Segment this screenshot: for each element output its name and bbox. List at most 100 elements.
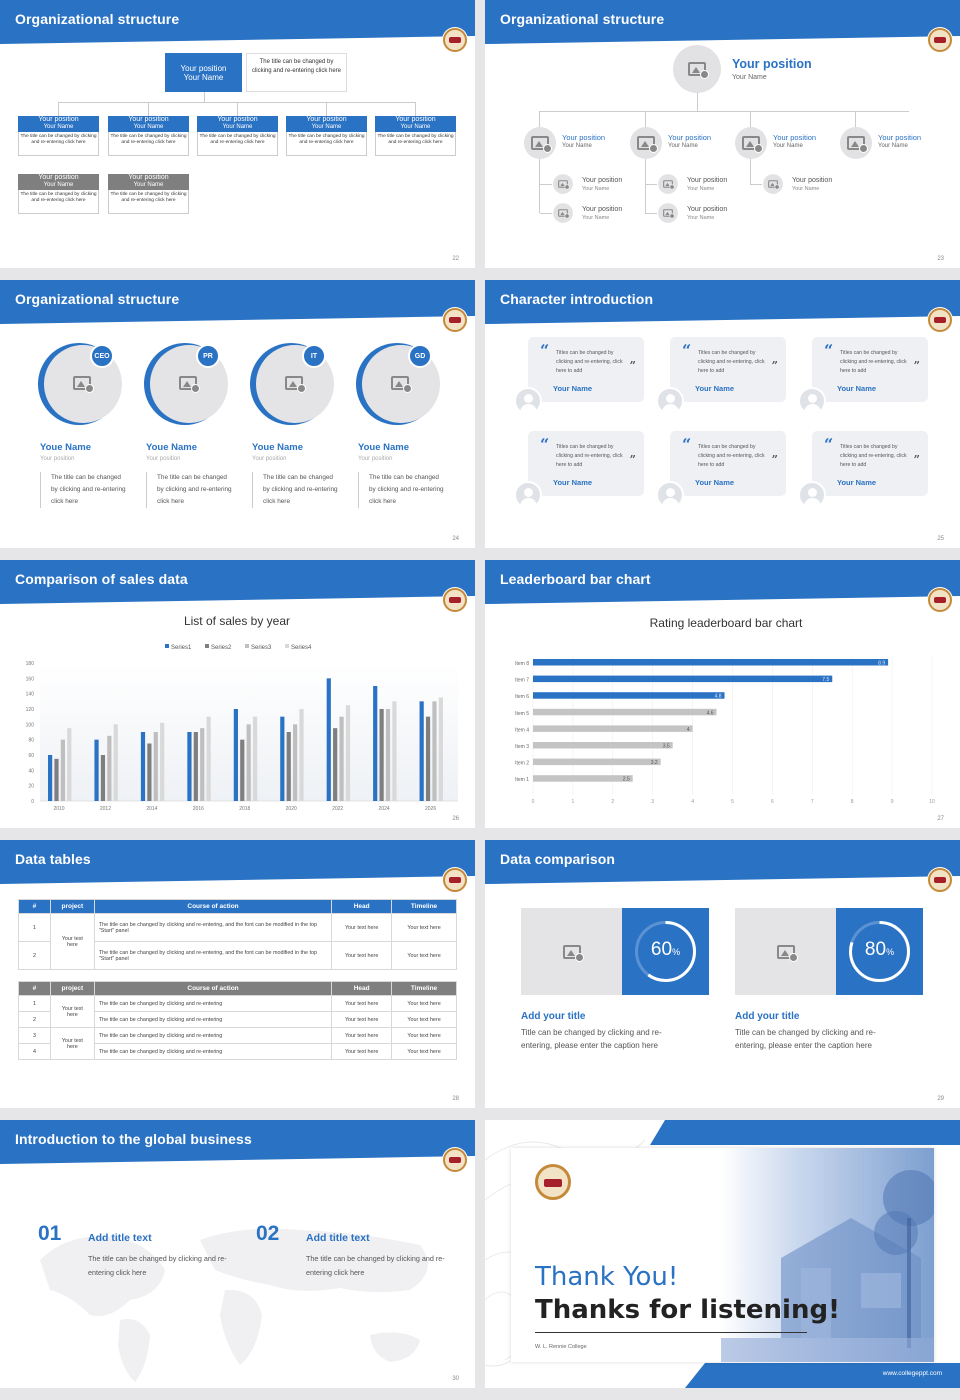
percent-unit: % [672,947,681,957]
progress-arc [849,921,910,982]
slide-27[interactable]: Leaderboard bar chart Rating leaderboard… [485,560,960,828]
org-note: The title can be changed by clicking and… [18,190,99,214]
quote-author: Your Name [695,384,735,393]
photo-placeholder[interactable] [735,908,836,995]
slide-title: Data tables [15,851,91,867]
photo-placeholder[interactable] [391,376,412,393]
col-header: project [49,981,95,996]
close-quote-icon: ” [913,453,920,466]
image-icon [688,62,709,79]
photo-placeholder[interactable] [524,127,556,159]
person-description: The title can be changed by clicking and… [358,472,446,508]
legend-label: Series1 [171,645,192,651]
head-cell: Your text here [331,913,393,942]
x-tick-label: 8 [851,799,854,805]
slide-31-thank-you[interactable]: Thank You! Thanks for listening! W. L. R… [485,1120,960,1388]
action-cell: The title can be changed by clicking and… [93,941,333,970]
quote-author: Your Name [837,478,877,487]
image-icon [768,180,780,190]
photo-placeholder[interactable] [285,376,306,393]
bar [252,716,258,801]
college-logo [443,308,467,332]
photo-placeholder[interactable] [521,908,622,995]
bar [140,732,146,801]
photo-placeholder[interactable] [179,376,200,393]
x-tick-label: 0 [532,799,535,805]
slide-23[interactable]: Organizational structure Your position Y… [485,0,960,268]
item-description: Title can be changed by clicking and re-… [735,1028,876,1050]
top-photo-placeholder[interactable] [673,45,721,93]
col-header: project [49,899,95,914]
close-quote-icon: ” [629,359,636,372]
slide-30[interactable]: Introduction to the global business 01 Ad… [0,1120,475,1388]
photo-placeholder[interactable] [840,127,872,159]
slide-header: Organizational structure [485,0,960,50]
photo-placeholder[interactable] [763,174,783,194]
position-title: Your position [878,133,922,142]
action-cell: The title can be changed by clicking and… [93,913,333,942]
building-illustration [721,1170,934,1362]
image-icon [663,180,675,190]
bar [280,716,285,801]
slide-24[interactable]: Organizational structure CEO Youe Name You… [0,280,475,548]
x-tick-label: 2014 [146,806,157,812]
bar [533,758,661,766]
org-top-name: Your Name [183,73,224,82]
org-box: Your position Your Name The title can be c… [197,116,278,156]
col-header: # [18,981,51,996]
image-icon [179,376,200,393]
quote-text: Titles can be changed by clicking and re… [840,350,907,374]
slide-title: Leaderboard bar chart [500,571,651,587]
slide-28[interactable]: Data tables # project Course of action H… [0,840,475,1108]
person-name: Youe Name [40,442,92,453]
world-map-background [40,1228,428,1382]
org-note: The title can be changed by clicking and… [18,132,99,156]
photo-placeholder[interactable] [658,174,678,194]
photo-placeholder[interactable] [735,127,767,159]
quote-card: “ Titles can be changed by clicking and r… [812,431,928,496]
y-tick-label: 40 [28,768,34,774]
photo-placeholder[interactable] [73,376,94,393]
bar [160,722,165,801]
y-tick-label: 60 [28,753,34,759]
y-tick-label: Item 2 [515,761,529,767]
col-header: Head [331,981,393,996]
bar [153,732,158,801]
photo-placeholder[interactable] [553,174,573,194]
slide-22[interactable]: Organizational structure Your position Y… [0,0,475,268]
website-url[interactable]: www.collegeppt.com [882,1370,942,1377]
percent-panel: 60% [622,908,709,995]
position-title: Your position [687,177,728,184]
action-cell: The title can be changed by clicking and… [93,995,333,1012]
page-number: 28 [452,1096,459,1102]
image-icon [776,944,798,962]
slide-26[interactable]: Comparison of sales data List of sales b… [0,560,475,828]
y-tick-label: Item 5 [515,711,529,717]
org-name: Your Name [400,124,431,130]
photo-placeholder[interactable] [658,203,678,223]
bar [339,716,344,801]
page-number: 30 [452,1376,459,1382]
bar [113,724,118,801]
close-quote-icon: ” [629,453,636,466]
open-quote-icon: “ [682,435,692,454]
photo-placeholder[interactable] [553,203,573,223]
close-quote-icon: ” [771,359,778,372]
college-logo [928,588,952,612]
org-box: Your position Your Name The title can be c… [108,116,189,156]
college-logo [928,868,952,892]
slide-25[interactable]: Character introduction “ Titles can be ch… [485,280,960,548]
action-cell: The title can be changed by clicking and… [93,1027,333,1044]
item-number: 01 [38,1222,62,1245]
photo-placeholder[interactable] [630,127,662,159]
progress-ring [849,921,910,982]
bar [419,701,424,801]
x-tick-label: 2012 [100,806,111,812]
avatar-icon [798,481,826,509]
college-logo [443,28,467,52]
slide-29[interactable]: Data comparison 60% Add your title Title c… [485,840,960,1108]
slide-title: Character introduction [500,291,654,307]
row-number: 1 [18,995,51,1012]
org-box: Your position Your Name The title can be c… [375,116,456,156]
bar [193,732,198,801]
